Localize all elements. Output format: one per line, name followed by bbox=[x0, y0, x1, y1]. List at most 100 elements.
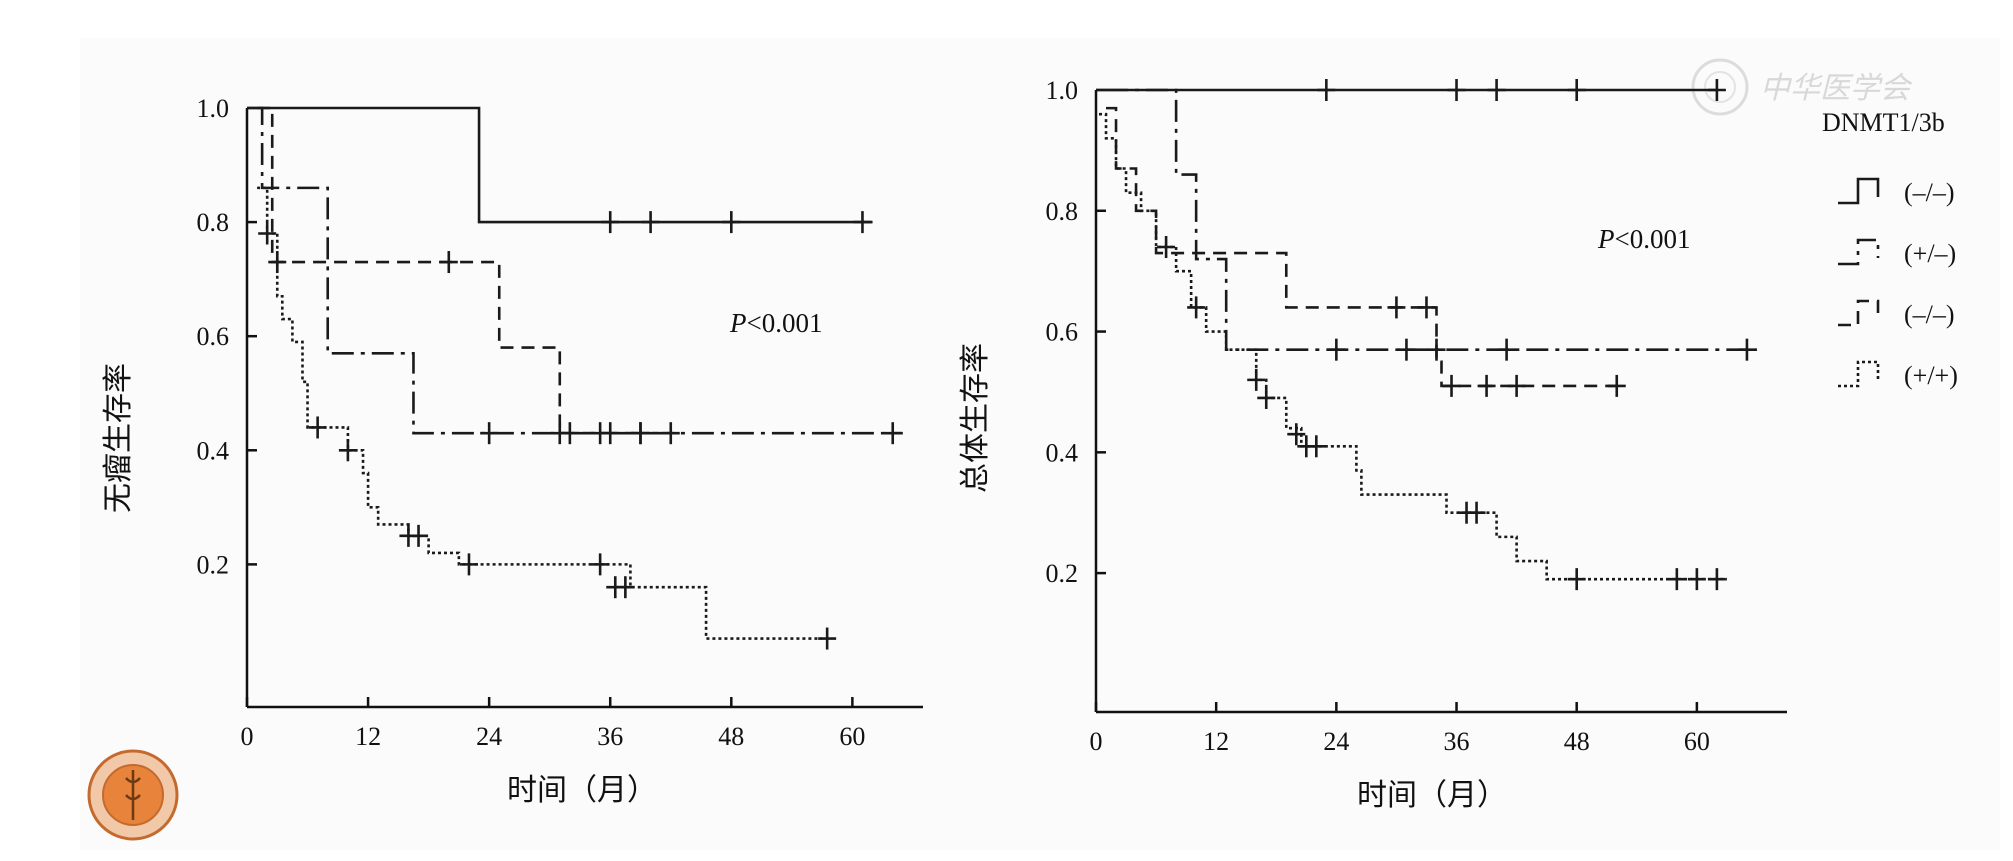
censor-mark bbox=[258, 222, 277, 245]
y-tick-label: 0.4 bbox=[197, 436, 230, 465]
censor-mark bbox=[641, 211, 660, 234]
censor-mark bbox=[308, 416, 327, 439]
censor-mark bbox=[1567, 79, 1586, 101]
legend-swatch-solid bbox=[1838, 177, 1880, 205]
x-tick-label: 48 bbox=[1564, 727, 1590, 756]
y-tick-label: 0.8 bbox=[197, 208, 230, 237]
legend-item: (–/–) bbox=[1838, 177, 1955, 207]
x-tick-label: 0 bbox=[1090, 727, 1103, 756]
dfs-p-symbol: P bbox=[729, 308, 747, 338]
x-tick-label: 36 bbox=[1444, 727, 1470, 756]
censor-mark bbox=[1477, 374, 1496, 397]
legend-item: (+/+) bbox=[1838, 360, 1958, 390]
censor-mark bbox=[1687, 568, 1706, 591]
x-tick-label: 0 bbox=[241, 722, 254, 751]
km-curve-dashdot bbox=[1106, 88, 1757, 351]
censor-mark bbox=[591, 553, 610, 576]
censor-mark bbox=[1447, 79, 1466, 101]
series-dashdot bbox=[257, 106, 903, 445]
censor-mark bbox=[601, 422, 620, 445]
figure-canvas: 中华医学会 1.0 0.8 0.6 0.4 0.2 0 12 24 36 48 60 无瘤生存率 … bbox=[80, 38, 2000, 850]
censor-mark bbox=[1497, 338, 1516, 361]
series-dashed bbox=[1106, 106, 1626, 397]
os-p-number: <0.001 bbox=[1615, 224, 1691, 254]
y-tick-label: 0.2 bbox=[1046, 559, 1079, 588]
x-tick-label: 12 bbox=[355, 722, 381, 751]
legend-label: (–/–) bbox=[1904, 300, 1955, 329]
x-tick-label: 24 bbox=[1323, 727, 1349, 756]
censor-mark bbox=[1317, 79, 1336, 101]
censor-mark bbox=[560, 422, 579, 445]
dfs-p-value: P<0.001 bbox=[729, 308, 822, 338]
censor-mark bbox=[1417, 296, 1436, 319]
censor-mark bbox=[1737, 338, 1756, 361]
series-dotted bbox=[257, 186, 837, 650]
censor-mark bbox=[616, 576, 635, 599]
km-figure: 中华医学会 1.00.80.60.40.2 0 12 24 36 48 60 无瘤生存率 … bbox=[87, 58, 1958, 841]
legend-swatch-dotted bbox=[1838, 360, 1880, 388]
y-tick-label: 0.2 bbox=[197, 550, 230, 579]
dfs-x-label: 时间（月） bbox=[507, 773, 657, 808]
watermark: 中华医学会 bbox=[1691, 58, 1913, 116]
legend-label: (+/+) bbox=[1904, 361, 1958, 390]
legend-swatch-dashed bbox=[1838, 299, 1880, 327]
x-tick-label: 24 bbox=[476, 722, 502, 751]
censor-mark bbox=[439, 251, 458, 274]
km-curve-dotted bbox=[1099, 112, 1727, 581]
watermark-text: 中华医学会 bbox=[1760, 71, 1913, 106]
censor-mark bbox=[1327, 338, 1346, 361]
os-chart: 1.00.80.60.40.2 0 12 24 36 48 60 总体生存率 时间（月） … bbox=[958, 76, 1787, 813]
series-dotted bbox=[1099, 112, 1727, 591]
watermark-seal-inner bbox=[1704, 71, 1736, 103]
censor-mark bbox=[1397, 338, 1416, 361]
km-curve-dashed bbox=[257, 106, 671, 435]
km-curve-solid bbox=[247, 106, 873, 224]
km-curve-dotted bbox=[257, 186, 823, 640]
dfs-p-number: <0.001 bbox=[747, 308, 823, 338]
x-tick-label: 36 bbox=[597, 722, 623, 751]
series-solid bbox=[247, 106, 873, 234]
legend: DNMT1/3b (–/–) (+/–) (–/–) (+/+) bbox=[1822, 108, 1958, 390]
censor-mark bbox=[722, 211, 741, 234]
os-p-value: P<0.001 bbox=[1597, 224, 1690, 254]
series-dashed bbox=[257, 106, 671, 445]
censor-mark bbox=[338, 439, 357, 462]
x-tick-label: 60 bbox=[1684, 727, 1710, 756]
series-solid bbox=[1096, 79, 1726, 101]
censor-mark bbox=[1667, 568, 1686, 591]
censor-mark bbox=[1467, 501, 1486, 524]
censor-mark bbox=[1567, 568, 1586, 591]
censor-mark bbox=[1247, 368, 1266, 391]
censor-mark bbox=[601, 211, 620, 234]
km-curve-dashdot bbox=[257, 106, 903, 435]
x-tick-label: 60 bbox=[839, 722, 865, 751]
censor-mark bbox=[883, 422, 902, 445]
censor-mark bbox=[631, 422, 650, 445]
y-tick-label: 0.6 bbox=[1046, 318, 1079, 347]
censor-mark bbox=[1507, 374, 1526, 397]
censor-mark bbox=[1387, 296, 1406, 319]
os-y-label: 总体生存率 bbox=[958, 343, 993, 493]
x-tick-label: 12 bbox=[1203, 727, 1229, 756]
censor-mark bbox=[1607, 374, 1626, 397]
km-curve-dashed bbox=[1106, 106, 1617, 388]
y-tick-label: 1.0 bbox=[197, 94, 230, 123]
legend-item: (–/–) bbox=[1838, 299, 1955, 329]
y-tick-label: 0.4 bbox=[1046, 438, 1079, 467]
censor-mark bbox=[818, 627, 837, 650]
censor-mark bbox=[1257, 386, 1276, 409]
censor-mark bbox=[1187, 296, 1206, 319]
y-tick-label: 0.8 bbox=[1046, 197, 1079, 226]
censor-mark bbox=[459, 553, 478, 576]
legend-title: DNMT1/3b bbox=[1822, 108, 1945, 137]
censor-mark bbox=[1707, 79, 1726, 101]
legend-swatch-dashdot bbox=[1838, 238, 1880, 266]
censor-mark bbox=[1442, 374, 1461, 397]
censor-mark bbox=[853, 211, 872, 234]
os-x-label: 时间（月） bbox=[1357, 778, 1507, 813]
cma-logo-staff-icon bbox=[125, 770, 141, 820]
censor-mark bbox=[1487, 79, 1506, 101]
x-tick-label: 48 bbox=[718, 722, 744, 751]
legend-label: (+/–) bbox=[1904, 239, 1956, 268]
cma-logo bbox=[87, 749, 179, 841]
